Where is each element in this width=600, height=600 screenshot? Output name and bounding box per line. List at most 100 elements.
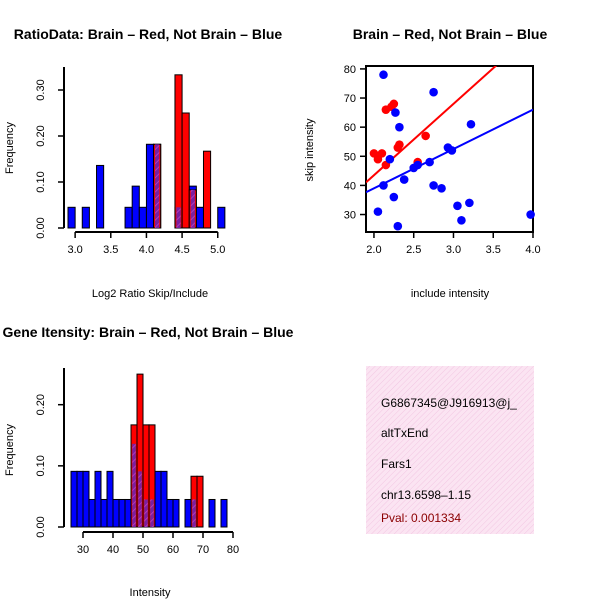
scatter-x-tick-label-3: 3.5 — [486, 244, 501, 256]
scatter-point-1-5 — [391, 108, 400, 117]
x-tick-label-2-4: 70 — [197, 544, 209, 556]
intensity-scatter-marks — [366, 66, 535, 231]
gene-intensity-histogram: Gene Itensity: Brain – Red, Not Brain – … — [3, 324, 294, 599]
y-tick-label-2-2: 0.20 — [35, 394, 47, 415]
scatter-point-0-2 — [377, 149, 387, 158]
scatter-point-1-4 — [389, 192, 399, 202]
scatter-y-tick-label-1: 40 — [344, 180, 356, 192]
scatter-point-1-8 — [399, 175, 409, 184]
histogram-overlap-2-4 — [192, 499, 196, 527]
histogram-overlap-0-0 — [154, 144, 160, 228]
histogram-overlap-2-2 — [144, 499, 148, 527]
intensity-scatter: Brain – Red, Not Brain – Blue include in… — [304, 26, 547, 300]
scatter-point-1-19 — [465, 198, 474, 208]
ratio-histogram-ylabel: Frequency — [4, 122, 16, 174]
histogram-overlap-0-3 — [190, 189, 195, 228]
histogram-bar-not-brain-2-16 — [166, 498, 174, 528]
histogram-overlap-2-0 — [132, 443, 136, 527]
ratio-histogram-bars — [67, 74, 226, 229]
y-tick-label-2-0: 0.00 — [35, 516, 47, 537]
ratio-histogram-xlabel: Log2 Ratio Skip/Include — [92, 288, 208, 300]
scatter-point-1-14 — [437, 184, 446, 193]
histogram-bar-not-brain-2-14 — [154, 470, 162, 528]
scatter-point-1-21 — [526, 210, 535, 219]
scatter-point-1-18 — [457, 216, 466, 225]
histogram-overlap-2-3 — [150, 499, 154, 527]
histogram-overlap-2-1 — [138, 471, 142, 527]
histogram-bar-not-brain-2-6 — [106, 470, 114, 528]
x-tick-label-2-1: 40 — [107, 544, 119, 556]
histogram-bar-not-brain-2-18 — [184, 498, 192, 528]
scatter-point-1-13 — [429, 181, 438, 190]
ratio-histogram-title: RatioData: Brain – Red, Not Brain – Blue — [14, 26, 283, 42]
histogram-bar-not-brain-2-15 — [160, 470, 168, 528]
scatter-x-tick-label-1: 2.5 — [406, 244, 421, 256]
info-pval: Pval: 0.001334 — [381, 511, 461, 525]
scatter-point-1-7 — [395, 122, 404, 132]
scatter-point-1-16 — [447, 146, 457, 155]
scatter-point-0-10 — [421, 131, 430, 141]
histogram-bar-not-brain-2-20 — [208, 498, 216, 528]
scatter-y-tick-label-5: 80 — [344, 64, 356, 76]
scatter-point-1-12 — [429, 87, 438, 97]
scatter-point-1-6 — [393, 221, 403, 231]
x-tick-label-0-1: 3.5 — [103, 244, 118, 256]
histogram-bar-not-brain-0-1 — [81, 206, 90, 229]
x-tick-label-0-4: 5.0 — [210, 244, 225, 256]
y-tick-label-0-1: 0.10 — [35, 171, 47, 192]
info-event-type: altTxEnd — [381, 426, 428, 440]
intensity-scatter-title: Brain – Red, Not Brain – Blue — [353, 26, 548, 42]
histogram-overlap-0-1 — [176, 207, 181, 228]
histogram-bar-not-brain-0-3 — [124, 206, 133, 229]
histogram-bar-not-brain-0-6 — [145, 143, 155, 229]
info-location: chr13.6598–1.15 — [381, 488, 471, 502]
x-tick-label-2-3: 60 — [167, 544, 179, 556]
scatter-point-1-10 — [413, 160, 422, 170]
histogram-bar-not-brain-2-17 — [172, 498, 180, 528]
fit-line-0 — [366, 66, 498, 184]
x-tick-label-2-5: 80 — [227, 544, 239, 556]
x-tick-label-2-2: 50 — [137, 544, 149, 556]
ratio-histogram-axes: 3.0 3.5 4.0 4.5 5.0 0.00 0.10 0.20 0.30 — [35, 67, 225, 256]
gene-intensity-axes: 30 40 50 60 70 80 0.00 0.10 0.20 — [35, 368, 239, 556]
scatter-y-tick-label-0: 30 — [344, 210, 356, 222]
scatter-y-tick-label-4: 70 — [344, 93, 356, 105]
scatter-point-1-1 — [379, 70, 388, 80]
scatter-x-tick-label-0: 2.0 — [366, 244, 381, 256]
histogram-bar-brain-0-1 — [174, 74, 183, 229]
gene-intensity-xlabel: Intensity — [130, 587, 171, 599]
gene-intensity-title: Gene Itensity: Brain – Red, Not Brain – … — [3, 324, 294, 340]
intensity-scatter-ylabel: skip intensity — [304, 118, 316, 181]
histogram-bar-not-brain-0-10 — [195, 206, 204, 229]
histogram-bar-not-brain-2-1 — [76, 470, 84, 528]
x-tick-label-0-3: 4.5 — [174, 244, 189, 256]
info-gene-name: Fars1 — [381, 457, 412, 471]
histogram-bar-not-brain-2-8 — [118, 498, 126, 528]
histogram-bar-not-brain-2-2 — [82, 470, 90, 528]
info-panel: G6867345@J916913@j_ altTxEnd Fars1 chr13… — [366, 366, 534, 534]
histogram-bar-not-brain-2-5 — [100, 498, 108, 528]
y-tick-label-0-3: 0.30 — [35, 79, 47, 100]
info-probe-id: G6867345@J916913@j_ — [381, 396, 517, 410]
scatter-x-tick-label-4: 4.0 — [525, 244, 540, 256]
scatter-point-1-0 — [373, 207, 383, 216]
histogram-bar-brain-0-4 — [202, 150, 212, 229]
scatter-point-0-8 — [395, 140, 404, 149]
scatter-point-1-2 — [379, 181, 388, 190]
histogram-bar-not-brain-0-0 — [67, 206, 76, 229]
scatter-y-tick-label-3: 60 — [344, 122, 356, 134]
x-tick-label-0-0: 3.0 — [67, 244, 82, 256]
ratio-histogram: RatioData: Brain – Red, Not Brain – Blue… — [4, 26, 282, 300]
scatter-x-tick-label-2: 3.0 — [446, 244, 461, 256]
y-tick-label-0-2: 0.20 — [35, 125, 47, 146]
histogram-bar-not-brain-0-11 — [217, 206, 226, 229]
histogram-bar-not-brain-2-3 — [88, 498, 96, 528]
x-tick-label-2-0: 30 — [77, 544, 89, 556]
scatter-plot-box — [365, 65, 534, 233]
histogram-bar-not-brain-2-21 — [220, 498, 228, 528]
histogram-bar-not-brain-2-7 — [112, 498, 120, 528]
histogram-bar-brain-0-2 — [181, 112, 190, 229]
histogram-bar-not-brain-2-4 — [94, 470, 102, 528]
scatter-point-1-11 — [425, 157, 434, 167]
